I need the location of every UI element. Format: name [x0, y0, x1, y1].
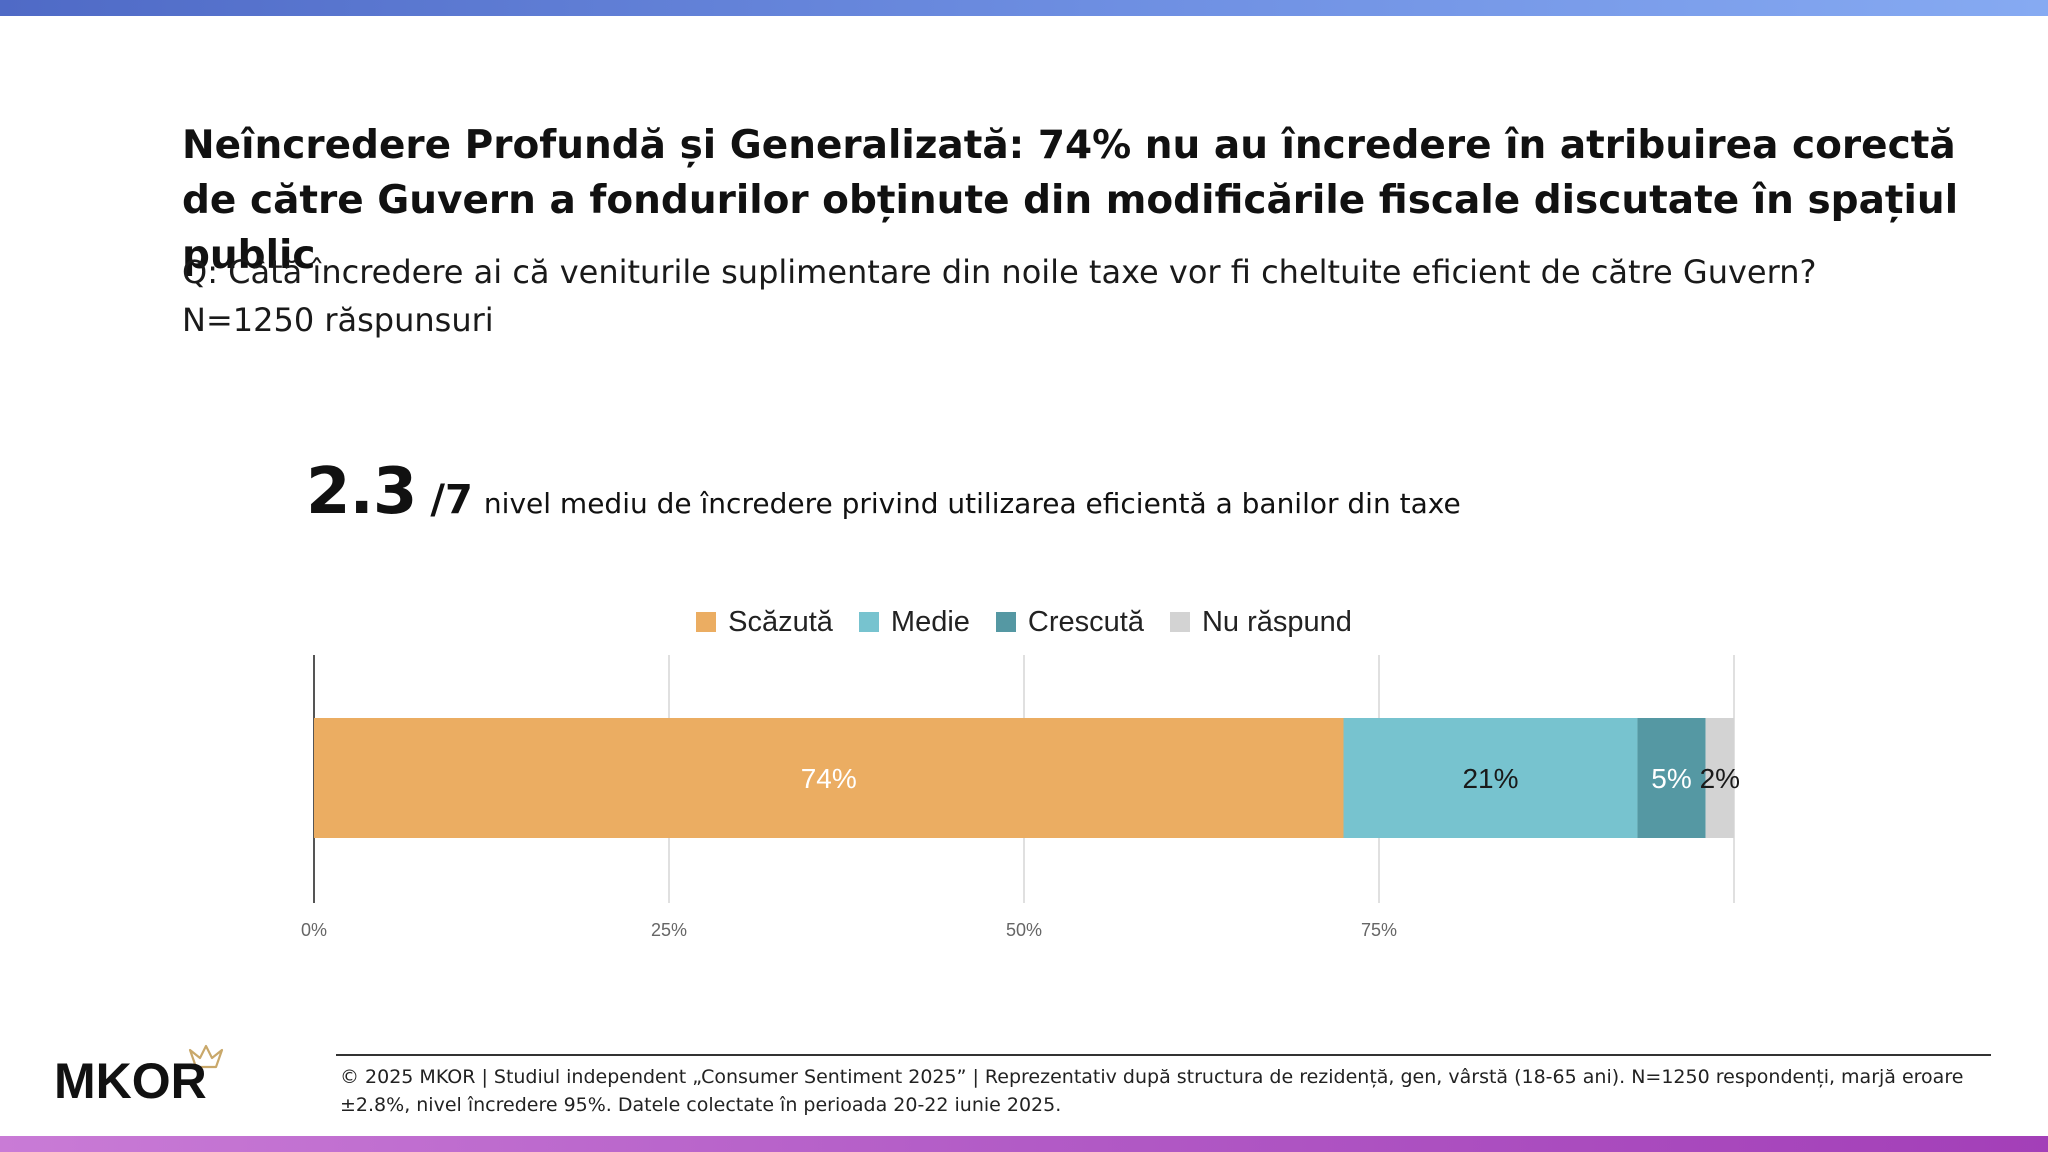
x-tick-label-2: 50% [1006, 920, 1042, 940]
question-text: Q: Câtă încredere ai că veniturile supli… [182, 253, 1817, 291]
legend-label-0: Scăzută [728, 605, 833, 638]
top-accent-bar [0, 0, 2048, 16]
bar-segment-3 [1705, 718, 1734, 838]
logo-text: MKOR [54, 1053, 207, 1106]
bottom-accent-bar [0, 1136, 2048, 1152]
crown-icon [188, 1044, 224, 1069]
legend-label-3: Nu răspund [1201, 605, 1352, 638]
legend-swatch-0 [696, 612, 717, 632]
survey-question: Q: Câtă încredere ai că veniturile supli… [182, 248, 1982, 344]
legend-swatch-2 [995, 612, 1016, 632]
kpi-description: nivel mediu de încredere privind utiliza… [483, 487, 1461, 520]
data-label-1: 21% [1462, 763, 1518, 794]
legend-label-2: Crescută [1027, 605, 1144, 638]
kpi-value: 2.3 [306, 455, 417, 529]
kpi-block: 2.3/7 nivel mediu de încredere privind u… [306, 455, 1461, 529]
footer-note: © 2025 MKOR | Studiul independent „Consu… [340, 1066, 1964, 1116]
legend-item-1: Medie [858, 605, 970, 639]
legend-swatch-3 [1169, 612, 1190, 632]
data-label-0: 74% [801, 763, 857, 794]
x-tick-label-3: 75% [1361, 920, 1397, 940]
bar-segment-0 [314, 718, 1344, 838]
x-tick-label-1: 25% [651, 920, 687, 940]
footer-divider [336, 1054, 1991, 1056]
bar-segment-1 [1343, 718, 1638, 838]
bar-segment-2 [1637, 718, 1706, 838]
legend-item-3: Nu răspund [1169, 605, 1352, 639]
data-label-2: 5% [1651, 763, 1691, 794]
data-label-3: 2% [1700, 763, 1740, 794]
mkor-logo: MKOR [54, 1044, 224, 1106]
legend-label-1: Medie [890, 605, 970, 638]
legend-item-0: Scăzută [696, 606, 833, 639]
legend-item-2: Crescută [995, 605, 1144, 639]
chart-legend: Scăzută Medie Crescută Nu răspund [0, 602, 2048, 642]
legend-swatch-1 [858, 612, 879, 632]
slide-title: Neîncredere Profundă și Generalizată: 74… [182, 123, 1959, 278]
x-tick-label-0: 0% [301, 920, 327, 940]
sample-size: N=1250 răspunsuri [182, 301, 494, 339]
kpi-scale: /7 [430, 477, 473, 523]
